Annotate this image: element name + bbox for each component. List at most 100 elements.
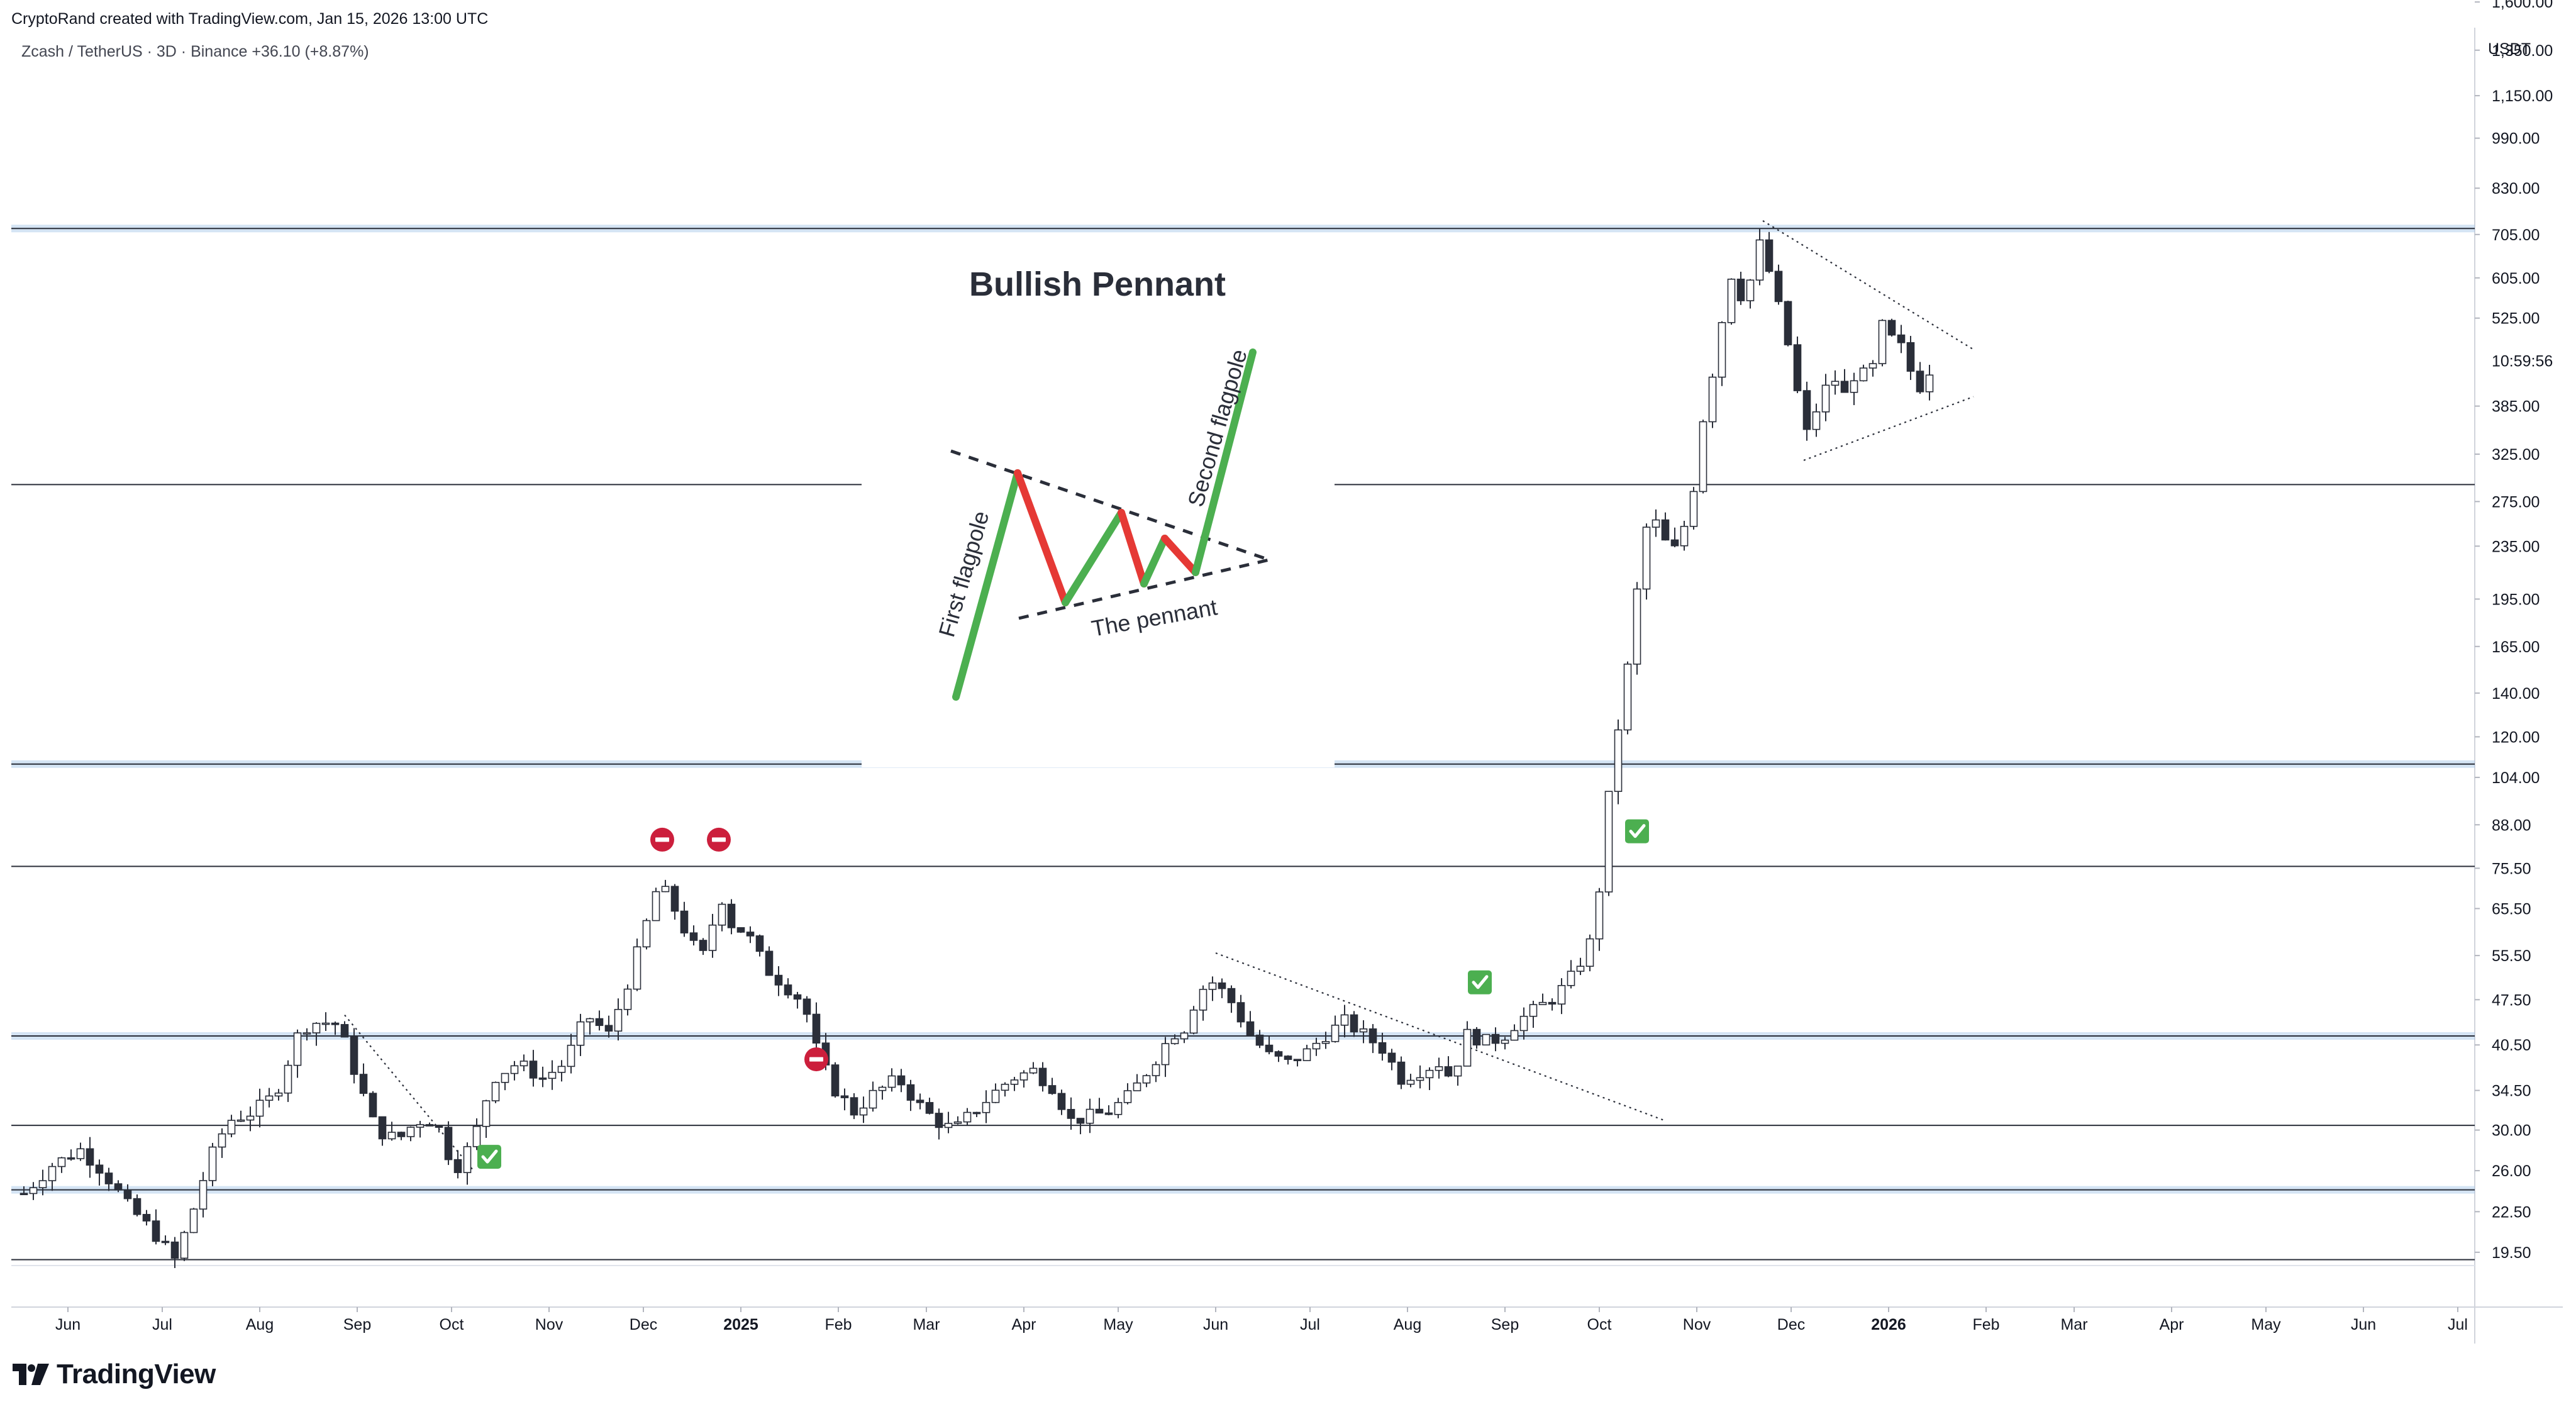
- candle[interactable]: [255, 1088, 264, 1128]
- candle[interactable]: [1246, 1011, 1255, 1037]
- candle[interactable]: [1199, 985, 1208, 1021]
- candle[interactable]: [1085, 1098, 1094, 1133]
- candle[interactable]: [916, 1093, 924, 1110]
- candle[interactable]: [1123, 1083, 1132, 1105]
- candle[interactable]: [1453, 1066, 1462, 1086]
- symbol-legend[interactable]: Zcash / TetherUS · 3D · Binance +36.10 (…: [21, 43, 369, 61]
- candle[interactable]: [1095, 1098, 1104, 1114]
- candle[interactable]: [1718, 321, 1726, 386]
- candle[interactable]: [897, 1069, 906, 1093]
- candle[interactable]: [208, 1143, 217, 1186]
- candle[interactable]: [246, 1106, 255, 1132]
- candle[interactable]: [1850, 372, 1858, 406]
- candle[interactable]: [1576, 957, 1585, 976]
- candle[interactable]: [1916, 362, 1924, 394]
- candle[interactable]: [623, 984, 632, 1016]
- candle[interactable]: [1840, 369, 1849, 393]
- candle[interactable]: [406, 1126, 415, 1142]
- candle[interactable]: [906, 1079, 915, 1111]
- candle[interactable]: [472, 1118, 481, 1150]
- candle[interactable]: [1670, 527, 1679, 548]
- candle[interactable]: [1765, 231, 1774, 274]
- candle[interactable]: [67, 1149, 75, 1161]
- candle[interactable]: [303, 1028, 311, 1041]
- candle[interactable]: [1859, 364, 1868, 382]
- candle[interactable]: [284, 1060, 292, 1102]
- candle[interactable]: [1274, 1050, 1283, 1062]
- candle[interactable]: [1472, 1027, 1481, 1049]
- candle[interactable]: [1142, 1074, 1151, 1088]
- candle[interactable]: [444, 1121, 453, 1166]
- candle[interactable]: [548, 1060, 557, 1090]
- candle[interactable]: [1604, 791, 1613, 896]
- candle[interactable]: [416, 1120, 425, 1138]
- candle[interactable]: [1208, 976, 1217, 1001]
- candle[interactable]: [1387, 1049, 1396, 1071]
- candle[interactable]: [38, 1169, 47, 1196]
- dotted-trendline[interactable]: [1215, 952, 1666, 1122]
- candle[interactable]: [1133, 1074, 1141, 1091]
- candle[interactable]: [104, 1167, 113, 1191]
- candle[interactable]: [133, 1194, 142, 1216]
- candle[interactable]: [1708, 374, 1717, 428]
- candle[interactable]: [1652, 509, 1660, 537]
- candle[interactable]: [1699, 420, 1707, 494]
- candle[interactable]: [935, 1108, 943, 1140]
- candle[interactable]: [840, 1088, 849, 1111]
- candle[interactable]: [1397, 1056, 1406, 1089]
- candle[interactable]: [1359, 1020, 1368, 1044]
- candle[interactable]: [670, 884, 679, 920]
- candle[interactable]: [1302, 1045, 1311, 1061]
- candle[interactable]: [170, 1237, 179, 1268]
- candle[interactable]: [614, 998, 623, 1041]
- candle[interactable]: [1501, 1037, 1509, 1050]
- candle[interactable]: [387, 1122, 396, 1141]
- candle[interactable]: [1614, 719, 1623, 804]
- candle[interactable]: [1567, 960, 1575, 989]
- candle[interactable]: [57, 1157, 66, 1173]
- candle[interactable]: [736, 927, 745, 933]
- candle[interactable]: [1727, 278, 1736, 325]
- candle[interactable]: [1529, 1001, 1538, 1028]
- candle[interactable]: [1557, 978, 1566, 1015]
- candle[interactable]: [161, 1235, 170, 1245]
- candle[interactable]: [519, 1054, 528, 1072]
- candle[interactable]: [1519, 1007, 1528, 1040]
- candle[interactable]: [1331, 1015, 1340, 1043]
- candle[interactable]: [95, 1159, 104, 1186]
- candle[interactable]: [1378, 1032, 1387, 1061]
- candle[interactable]: [265, 1088, 274, 1108]
- candle[interactable]: [48, 1162, 57, 1191]
- dotted-trendline[interactable]: [1762, 220, 1974, 350]
- candle[interactable]: [1312, 1037, 1321, 1056]
- candle[interactable]: [397, 1132, 406, 1140]
- candle[interactable]: [1067, 1097, 1075, 1130]
- candle[interactable]: [321, 1012, 330, 1032]
- candle[interactable]: [1076, 1118, 1085, 1135]
- candle[interactable]: [1368, 1024, 1377, 1054]
- candle[interactable]: [746, 926, 755, 944]
- candle[interactable]: [331, 1022, 340, 1035]
- candle[interactable]: [1425, 1067, 1434, 1091]
- candle[interactable]: [435, 1125, 443, 1133]
- candle[interactable]: [29, 1182, 38, 1200]
- candle[interactable]: [218, 1128, 226, 1158]
- candle[interactable]: [1161, 1037, 1170, 1077]
- candle[interactable]: [680, 901, 689, 937]
- candle[interactable]: [1104, 1105, 1113, 1116]
- candle[interactable]: [887, 1068, 896, 1092]
- candle[interactable]: [1236, 994, 1245, 1028]
- candle[interactable]: [1774, 264, 1783, 305]
- candle[interactable]: [1435, 1057, 1443, 1079]
- candle[interactable]: [1463, 1021, 1472, 1067]
- candle[interactable]: [1284, 1055, 1292, 1065]
- candle[interactable]: [1868, 360, 1877, 377]
- candle[interactable]: [1595, 888, 1604, 951]
- candle[interactable]: [501, 1072, 509, 1091]
- candle[interactable]: [793, 991, 802, 1009]
- candle[interactable]: [1585, 934, 1594, 972]
- candle[interactable]: [1633, 582, 1641, 675]
- candle[interactable]: [1170, 1034, 1179, 1045]
- candle[interactable]: [482, 1099, 491, 1138]
